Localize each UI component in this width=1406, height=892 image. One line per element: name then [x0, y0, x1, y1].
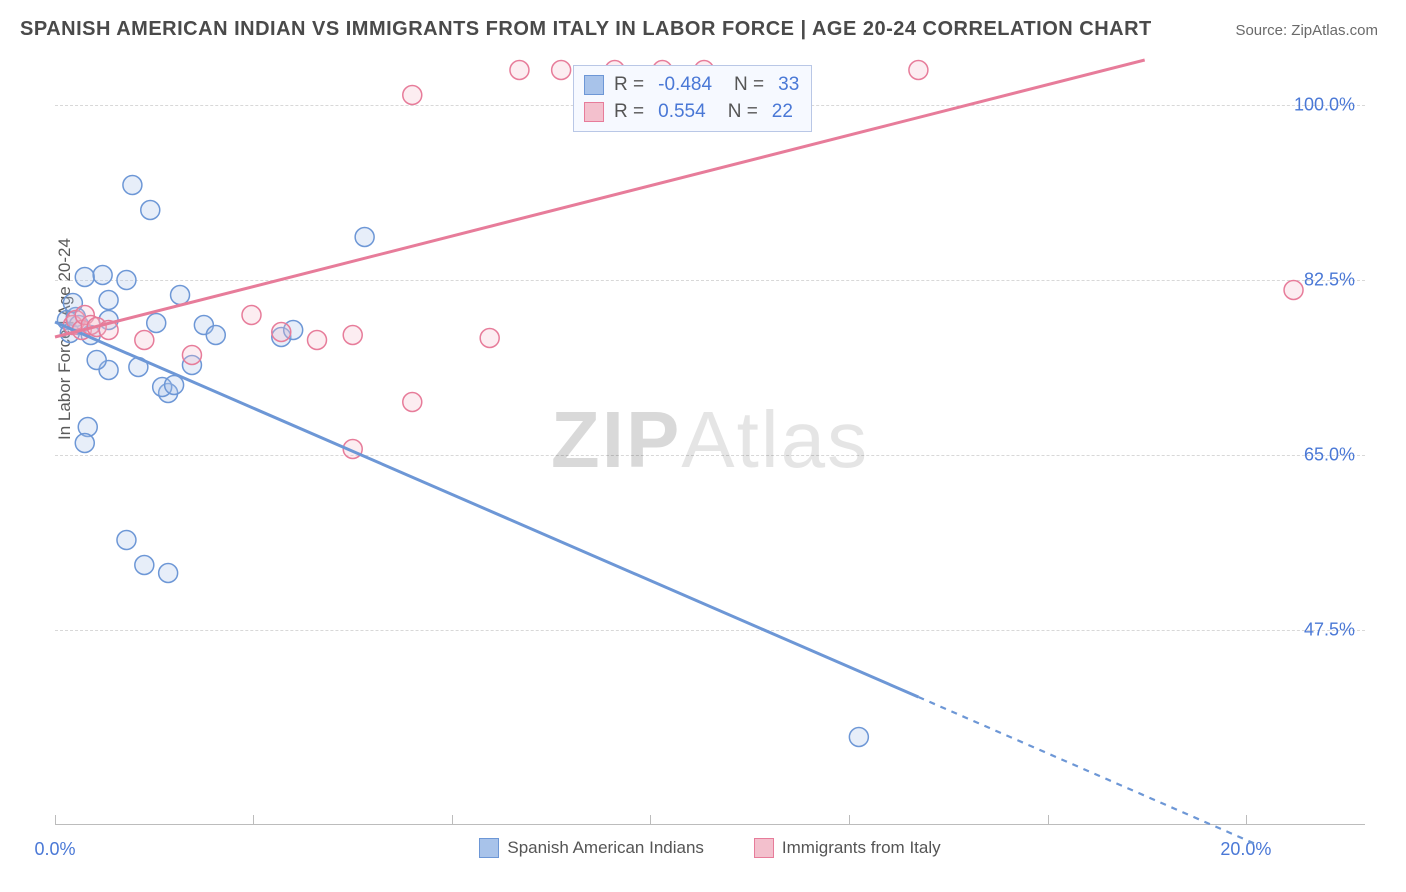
title-bar: SPANISH AMERICAN INDIAN VS IMMIGRANTS FR… — [0, 0, 1406, 51]
point-sai — [147, 314, 166, 333]
legend-item: Spanish American Indians — [479, 838, 704, 858]
trendline-sai — [55, 322, 918, 697]
point-sai — [117, 271, 136, 290]
point-sai — [171, 286, 190, 305]
chart-area: In Labor Force | Age 20-24 47.5%65.0%82.… — [55, 55, 1365, 825]
legend-row-sai: R = -0.484 N = 33 — [584, 72, 799, 99]
point-sai — [159, 564, 178, 583]
legend-swatch — [584, 75, 604, 95]
chart-source: Source: ZipAtlas.com — [1235, 22, 1378, 39]
point-italy — [182, 346, 201, 365]
legend-item: Immigrants from Italy — [754, 838, 941, 858]
point-italy — [480, 329, 499, 348]
point-sai — [117, 531, 136, 550]
point-sai — [123, 176, 142, 195]
chart-title: SPANISH AMERICAN INDIAN VS IMMIGRANTS FR… — [20, 18, 1152, 41]
point-sai — [165, 376, 184, 395]
point-italy — [403, 86, 422, 105]
point-italy — [1284, 281, 1303, 300]
point-sai — [99, 291, 118, 310]
point-sai — [206, 326, 225, 345]
legend-swatch — [754, 838, 774, 858]
point-sai — [141, 201, 160, 220]
point-italy — [308, 331, 327, 350]
legend-N-label: N = — [734, 72, 764, 99]
legend-N-value: 33 — [774, 72, 799, 99]
point-italy — [272, 323, 291, 342]
point-italy — [909, 61, 928, 80]
series-legend: Spanish American Indians Immigrants from … — [55, 838, 1365, 858]
legend-R-label: R = — [614, 72, 644, 99]
point-italy — [343, 326, 362, 345]
point-italy — [242, 306, 261, 325]
legend-N-label: N = — [728, 99, 758, 126]
legend-label: Spanish American Indians — [507, 838, 704, 858]
point-italy — [552, 61, 571, 80]
point-italy — [403, 393, 422, 412]
point-sai — [75, 268, 94, 287]
legend-row-italy: R = 0.554 N = 22 — [584, 99, 799, 126]
point-italy — [135, 331, 154, 350]
legend-R-value: -0.484 — [654, 72, 724, 99]
trendline-extrapolation-sai — [918, 697, 1257, 845]
point-sai — [87, 351, 106, 370]
correlation-legend: R =-0.484N =33R =0.554N =22 — [573, 65, 812, 132]
point-sai — [135, 556, 154, 575]
legend-N-value: 22 — [768, 99, 793, 126]
legend-R-label: R = — [614, 99, 644, 126]
legend-R-value: 0.554 — [654, 99, 718, 126]
scatter-overlay — [55, 55, 1365, 824]
point-sai — [355, 228, 374, 247]
legend-swatch — [479, 838, 499, 858]
point-italy — [510, 61, 529, 80]
point-sai — [75, 434, 94, 453]
point-sai — [849, 728, 868, 747]
legend-swatch — [584, 102, 604, 122]
point-sai — [93, 266, 112, 285]
legend-label: Immigrants from Italy — [782, 838, 941, 858]
